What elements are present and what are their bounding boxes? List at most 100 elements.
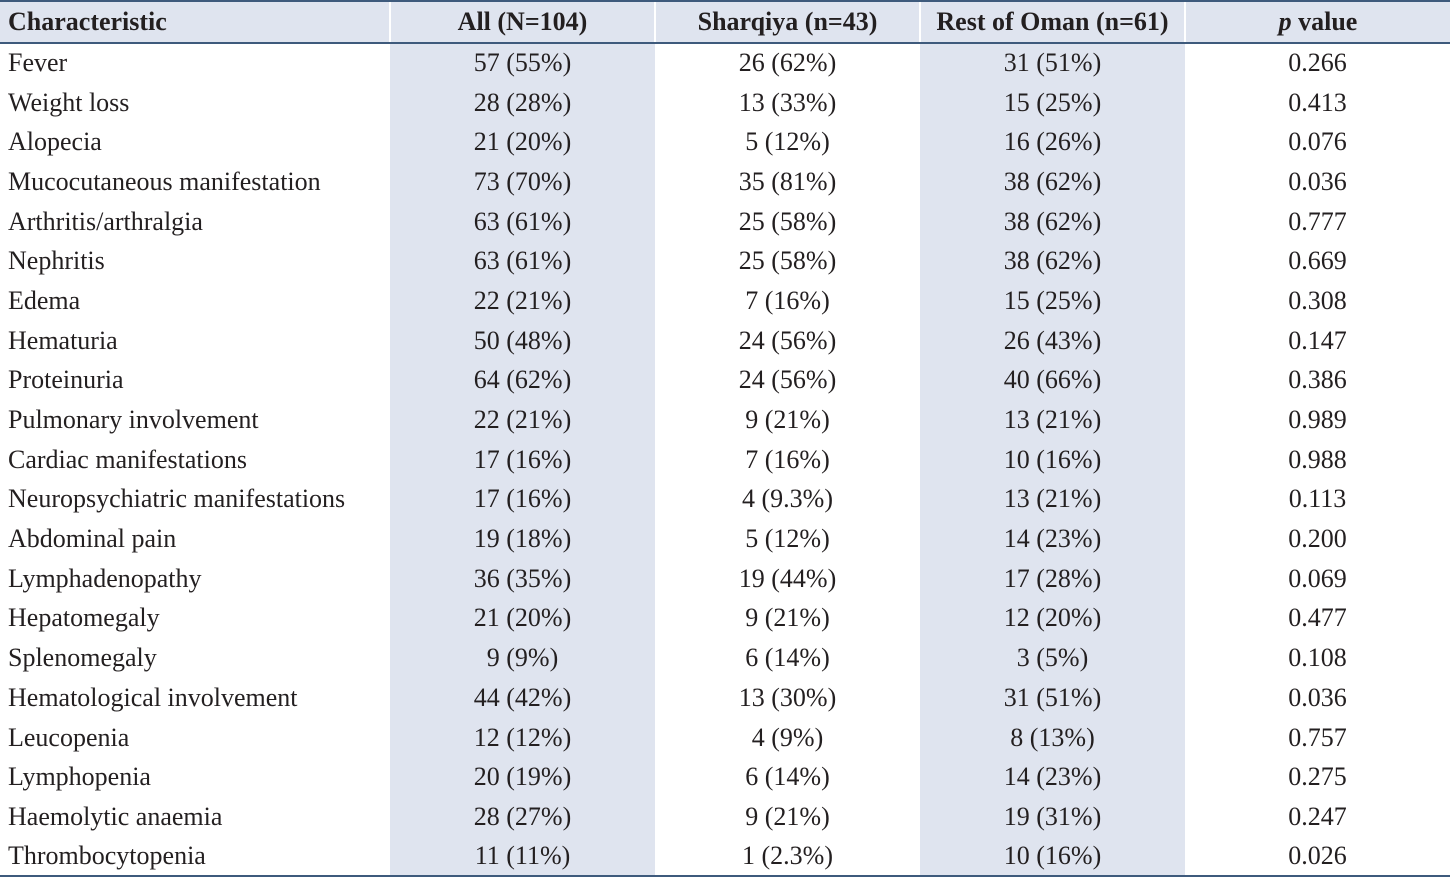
cell-p-value: 0.147 [1288, 325, 1347, 355]
table-row: Cardiac manifestations 17 (16%) 7 (16%) 10 … [0, 439, 1450, 480]
cell-characteristic: Leucopenia [8, 722, 130, 752]
cell-all: 21 (20%) [390, 598, 655, 639]
cell-characteristic: Hematuria [8, 325, 118, 355]
table-row: Fever 57 (55%) 26 (62%) 31 (51%) 0.266 [0, 43, 1450, 83]
cell-p-value: 0.989 [1288, 405, 1347, 435]
cell-sharqiya: 19 (44%) [738, 563, 837, 593]
table-header: Characteristic All (N=104) Sharqiya (n=4… [0, 0, 1450, 44]
cell-sharqiya: 6 (14%) [745, 643, 830, 673]
cell-rest-of-oman: 14 (23%) [920, 519, 1185, 559]
cell-sharqiya: 35 (81%) [738, 166, 837, 196]
cell-rest-of-oman: 3 (5%) [920, 638, 1185, 678]
cell-sharqiya: 7 (16%) [745, 444, 830, 474]
cell-all: 17 (16%) [390, 479, 655, 520]
cell-characteristic: Weight loss [8, 87, 130, 117]
cell-characteristic: Splenomegaly [8, 643, 157, 673]
cell-p-value: 0.266 [1288, 48, 1347, 78]
cell-rest-of-oman: 15 (25%) [920, 281, 1185, 321]
cell-sharqiya: 9 (21%) [745, 801, 830, 831]
cell-sharqiya: 9 (21%) [745, 405, 830, 435]
table-row: Alopecia 21 (20%) 5 (12%) 16 (26%) 0.076 [0, 122, 1450, 163]
cell-all: 20 (19%) [390, 757, 655, 798]
cell-sharqiya: 7 (16%) [745, 285, 830, 315]
table-row: Nephritis 63 (61%) 25 (58%) 38 (62%) 0.669 [0, 241, 1450, 282]
cell-p-value: 0.988 [1288, 444, 1347, 474]
cell-all: 63 (61%) [390, 241, 655, 282]
cell-all: 19 (18%) [390, 519, 655, 559]
cell-characteristic: Cardiac manifestations [8, 444, 247, 474]
cell-all: 21 (20%) [390, 122, 655, 163]
header-sharqiya: Sharqiya (n=43) [654, 0, 920, 44]
cell-rest-of-oman: 14 (23%) [920, 757, 1185, 798]
table-row: Lymphopenia 20 (19%) 6 (14%) 14 (23%) 0.275 [0, 757, 1450, 798]
cell-rest-of-oman: 38 (62%) [920, 162, 1185, 202]
cell-all: 22 (21%) [390, 281, 655, 321]
cell-all: 22 (21%) [390, 400, 655, 440]
cell-characteristic: Nephritis [8, 246, 105, 276]
cell-all: 57 (55%) [390, 43, 655, 83]
table-row: Haemolytic anaemia 28 (27%) 9 (21%) 19 (31%… [0, 797, 1450, 837]
table-row: Hematuria 50 (48%) 24 (56%) 26 (43%) 0.147 [0, 320, 1450, 361]
table-row: Thrombocytopenia 11 (11%) 1 (2.3%) 10 (16%)… [0, 836, 1450, 877]
cell-p-value: 0.200 [1288, 524, 1347, 554]
cell-all: 63 (61%) [390, 201, 655, 242]
cell-sharqiya: 5 (12%) [745, 524, 830, 554]
cell-sharqiya: 6 (14%) [745, 762, 830, 792]
cell-characteristic: Lymphopenia [8, 762, 151, 792]
cell-characteristic: Neuropsychiatric manifestations [8, 484, 346, 514]
cell-sharqiya: 4 (9%) [751, 722, 824, 752]
cell-sharqiya: 24 (56%) [738, 365, 837, 395]
cell-sharqiya: 13 (30%) [738, 682, 837, 712]
cell-rest-of-oman: 38 (62%) [920, 201, 1185, 242]
cell-sharqiya: 4 (9.3%) [742, 484, 833, 514]
header-row: Characteristic All (N=104) Sharqiya (n=4… [0, 0, 1450, 44]
cell-p-value: 0.026 [1185, 836, 1450, 877]
cell-characteristic: Alopecia [8, 127, 102, 157]
cell-p-value: 0.108 [1288, 643, 1347, 673]
cell-all: 36 (35%) [390, 558, 655, 599]
header-rest-of-oman: Rest of Oman (n=61) [919, 0, 1185, 44]
cell-all: 11 (11%) [390, 836, 655, 877]
cell-all: 28 (28%) [390, 82, 655, 123]
cell-rest-of-oman: 16 (26%) [920, 122, 1185, 163]
cell-sharqiya: 24 (56%) [738, 325, 837, 355]
cell-rest-of-oman: 10 (16%) [920, 836, 1185, 877]
cell-p-value: 0.757 [1288, 722, 1347, 752]
table-row: Edema 22 (21%) 7 (16%) 15 (25%) 0.308 [0, 281, 1450, 321]
cell-rest-of-oman: 15 (25%) [920, 82, 1185, 123]
cell-rest-of-oman: 31 (51%) [920, 678, 1185, 718]
cell-sharqiya: 25 (58%) [738, 206, 837, 236]
cell-rest-of-oman: 38 (62%) [920, 241, 1185, 282]
header-p-value-label: value [1291, 7, 1358, 36]
cell-characteristic: Hepatomegaly [8, 603, 160, 633]
cell-characteristic: Pulmonary involvement [8, 405, 259, 435]
cell-p-value: 0.413 [1288, 87, 1347, 117]
cell-p-value: 0.076 [1288, 127, 1347, 157]
table-row: Mucocutaneous manifestation 73 (70%) 35 (8… [0, 162, 1450, 202]
cell-sharqiya: 26 (62%) [738, 48, 837, 78]
cell-all: 28 (27%) [390, 797, 655, 837]
cell-characteristic: Mucocutaneous manifestation [8, 166, 321, 196]
cell-p-value: 0.386 [1288, 365, 1347, 395]
cell-characteristic: Proteinuria [8, 365, 124, 395]
cell-p-value: 0.113 [1288, 484, 1347, 514]
cell-characteristic: Haemolytic anaemia [8, 801, 223, 831]
table-row: Splenomegaly 9 (9%) 6 (14%) 3 (5%) 0.108 [0, 638, 1450, 678]
cell-all: 44 (42%) [390, 678, 655, 718]
cell-all: 64 (62%) [390, 360, 655, 401]
cell-rest-of-oman: 40 (66%) [920, 360, 1185, 401]
cell-p-value: 0.777 [1288, 206, 1347, 236]
cell-p-value: 0.308 [1288, 285, 1347, 315]
table-row: Hepatomegaly 21 (20%) 9 (21%) 12 (20%) 0.477 [0, 598, 1450, 639]
header-all: All (N=104) [389, 0, 655, 44]
cell-p-value: 0.036 [1288, 682, 1347, 712]
header-p-value: p value [1184, 0, 1450, 44]
cell-p-value: 0.669 [1288, 246, 1347, 276]
cell-all: 12 (12%) [390, 717, 655, 758]
table-row: Neuropsychiatric manifestations 17 (16%) 4… [0, 479, 1450, 520]
cell-rest-of-oman: 13 (21%) [920, 400, 1185, 440]
cell-p-value: 0.275 [1288, 762, 1347, 792]
header-p-value-italic-p: p [1278, 7, 1292, 36]
table-body: Fever 57 (55%) 26 (62%) 31 (51%) 0.266 Weight… [0, 43, 1450, 877]
cell-characteristic: Arthritis/arthralgia [8, 206, 203, 236]
